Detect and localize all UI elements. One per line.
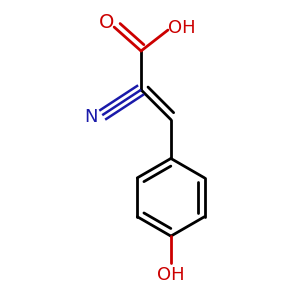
- Text: OH: OH: [167, 19, 195, 37]
- Text: O: O: [99, 13, 114, 32]
- Text: OH: OH: [157, 266, 185, 284]
- Text: N: N: [84, 108, 98, 126]
